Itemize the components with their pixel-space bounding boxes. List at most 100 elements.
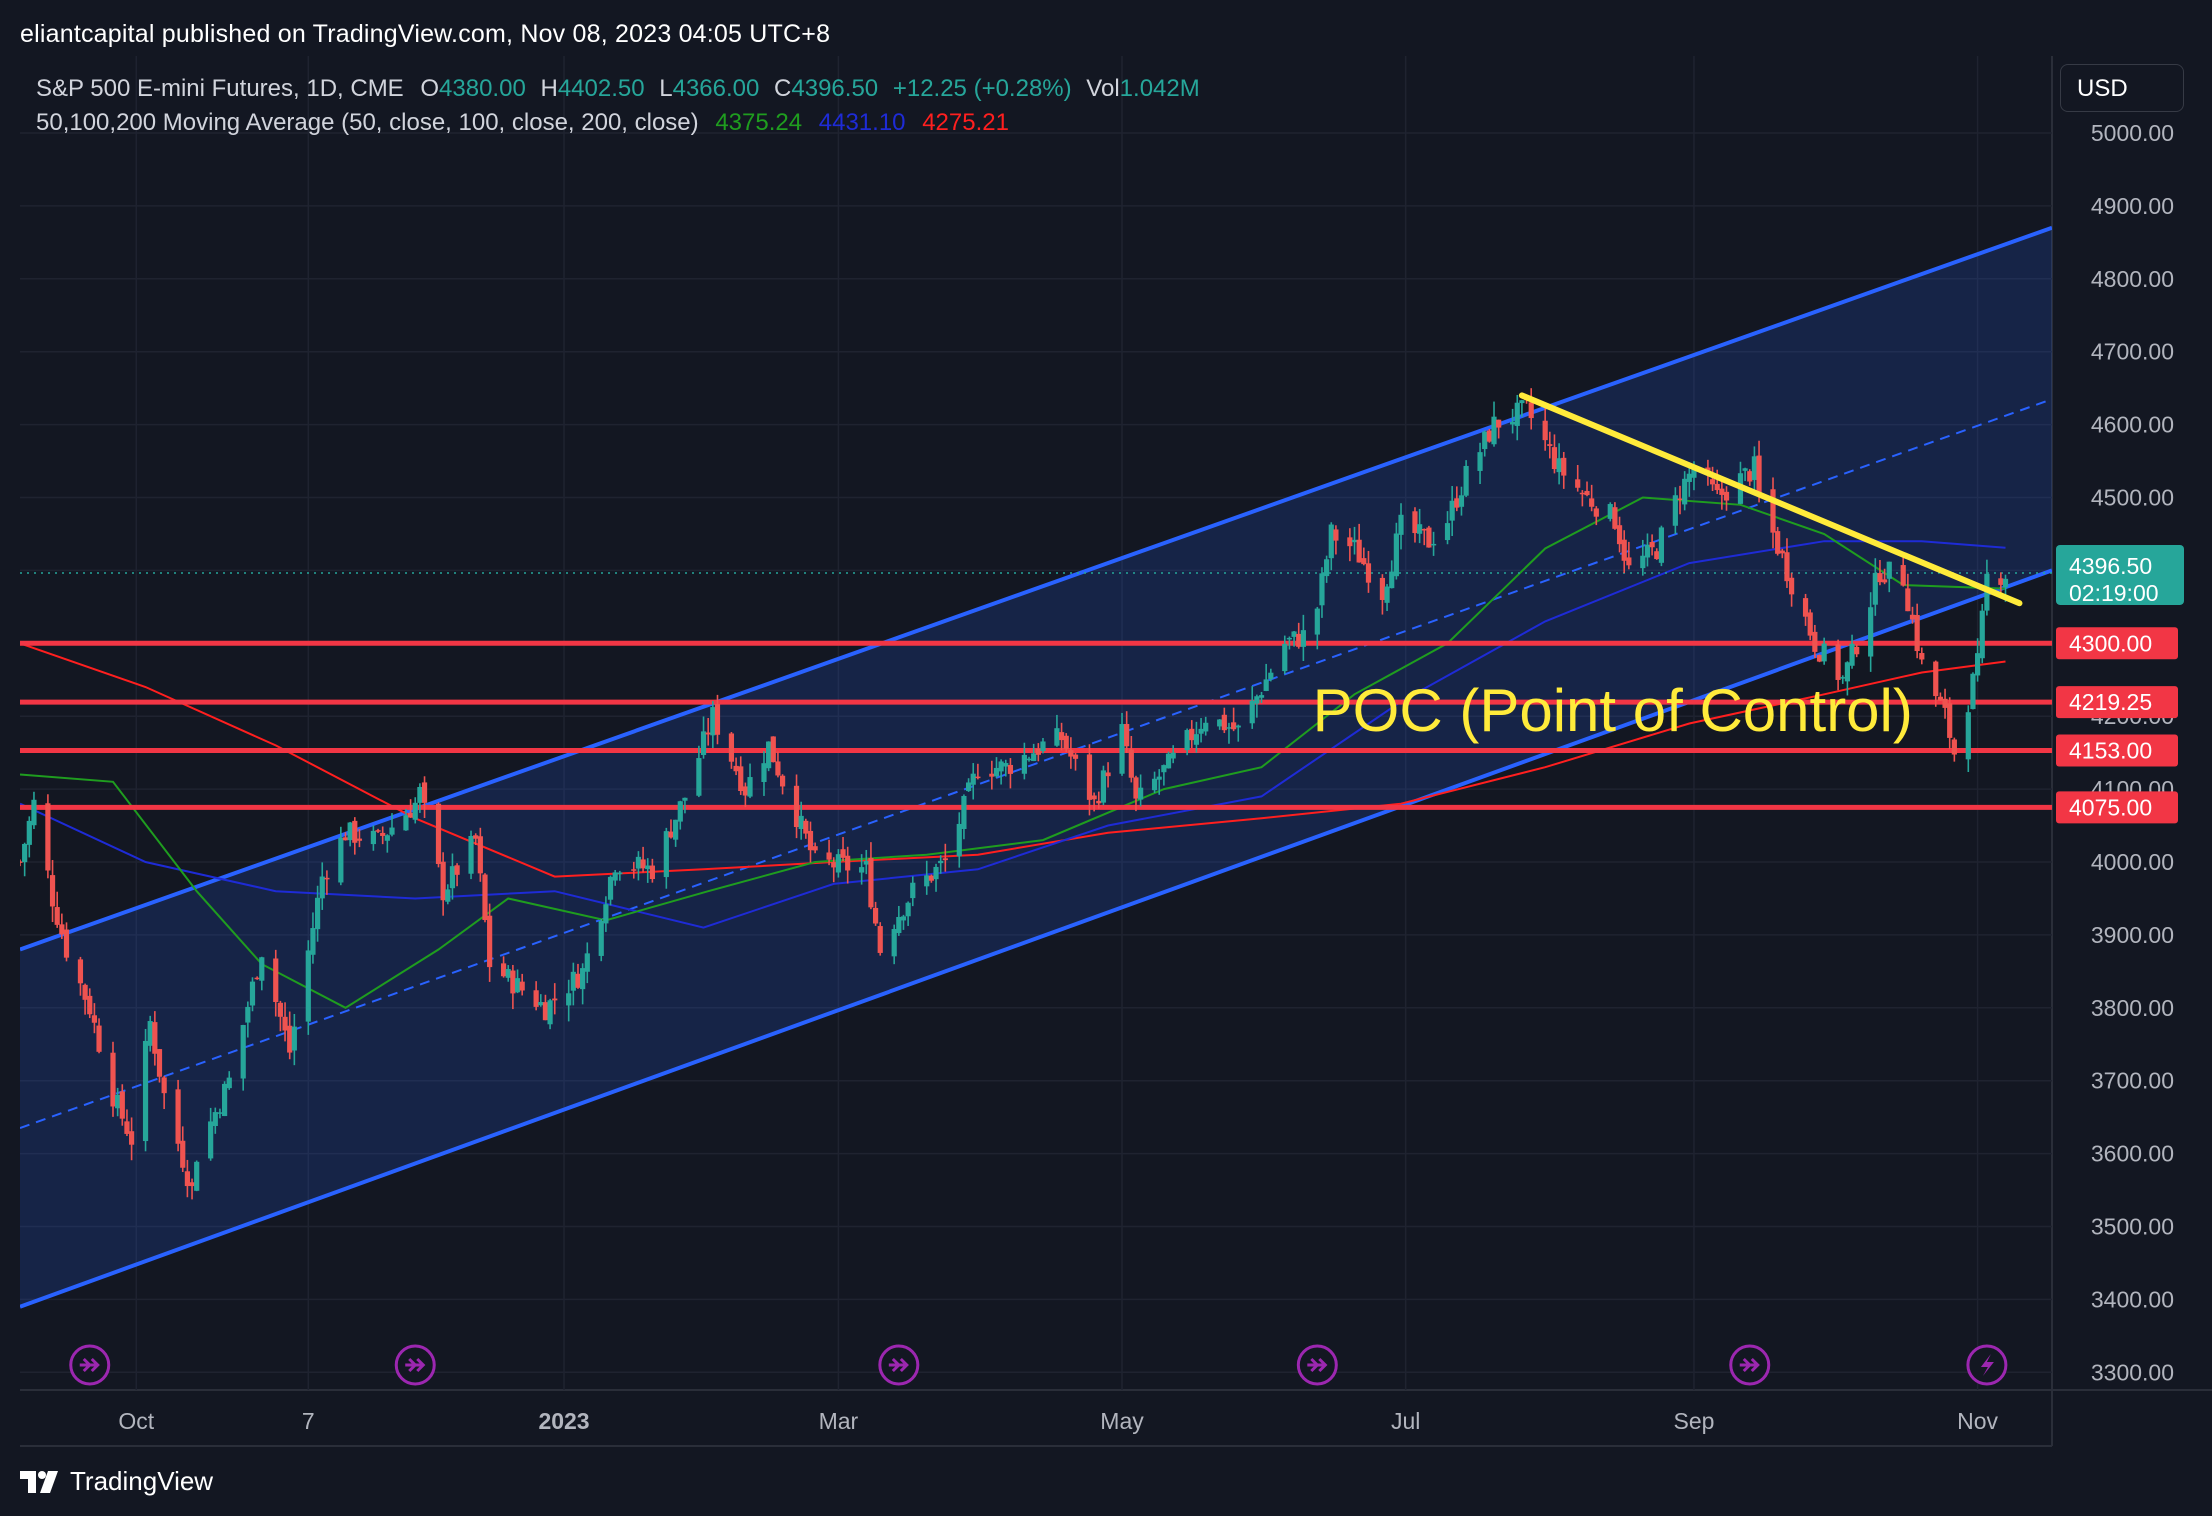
candle-body bbox=[1649, 542, 1655, 548]
candle bbox=[208, 1107, 214, 1161]
candle bbox=[445, 884, 451, 905]
candle-body bbox=[747, 777, 753, 797]
candle-body bbox=[1184, 730, 1190, 751]
level-price-tag: 4153.00 bbox=[2056, 734, 2178, 767]
candle-body bbox=[845, 855, 851, 871]
event-marker[interactable] bbox=[1966, 1344, 2008, 1386]
candle bbox=[863, 849, 869, 875]
candle bbox=[961, 794, 967, 840]
candle bbox=[1096, 791, 1102, 809]
candle bbox=[942, 843, 948, 872]
candle-body bbox=[1035, 748, 1041, 755]
x-tick-label: Nov bbox=[1957, 1408, 1998, 1434]
candle bbox=[835, 849, 841, 878]
candle bbox=[26, 816, 32, 858]
candle-body bbox=[277, 1002, 283, 1017]
candle-body bbox=[1975, 653, 1981, 676]
candle bbox=[700, 716, 707, 759]
candle bbox=[1454, 486, 1460, 512]
level-tag-label: 4219.25 bbox=[2069, 689, 2152, 715]
candle bbox=[993, 757, 1000, 778]
event-marker[interactable] bbox=[878, 1344, 920, 1386]
candle bbox=[1816, 654, 1823, 663]
candle-body bbox=[993, 767, 1000, 777]
candle-body bbox=[1286, 637, 1293, 640]
candle-body bbox=[1100, 770, 1107, 803]
candle-body bbox=[212, 1112, 218, 1127]
currency-button[interactable]: USD bbox=[2060, 64, 2184, 112]
candle-body bbox=[1979, 610, 1985, 659]
candle-body bbox=[245, 1006, 251, 1023]
candle-body bbox=[1933, 661, 1939, 697]
candle bbox=[1607, 502, 1613, 522]
candle-body bbox=[835, 854, 841, 873]
candle bbox=[487, 903, 493, 982]
candle-body bbox=[584, 953, 590, 972]
candle bbox=[1161, 764, 1167, 786]
tradingview-brand: TradingView bbox=[20, 1466, 213, 1497]
candle bbox=[663, 827, 669, 889]
x-tick-label: Oct bbox=[118, 1408, 154, 1434]
candle bbox=[31, 791, 37, 829]
candle-body bbox=[59, 924, 65, 935]
candle-body bbox=[1686, 473, 1692, 482]
candle bbox=[1189, 720, 1195, 748]
candle bbox=[1426, 525, 1432, 548]
candle-body bbox=[1607, 504, 1613, 519]
x-tick-label: Sep bbox=[1673, 1408, 1714, 1434]
candle bbox=[282, 1002, 288, 1042]
y-tick-label: 3500.00 bbox=[2091, 1214, 2174, 1240]
candle-body bbox=[184, 1171, 190, 1187]
candle bbox=[1054, 714, 1060, 747]
candle-body bbox=[896, 916, 902, 934]
candle-body bbox=[1547, 444, 1553, 446]
event-marker[interactable] bbox=[394, 1344, 436, 1386]
candle bbox=[22, 842, 28, 877]
candle-body bbox=[1877, 573, 1883, 583]
candle-body bbox=[1723, 491, 1730, 501]
event-marker[interactable] bbox=[1729, 1344, 1771, 1386]
candle-body bbox=[738, 766, 744, 791]
candle-body bbox=[412, 802, 418, 820]
candle bbox=[147, 1015, 153, 1052]
x-tick-label: 7 bbox=[302, 1408, 315, 1434]
candle-body bbox=[407, 812, 414, 818]
candle-body bbox=[389, 827, 395, 835]
x-tick-label: May bbox=[1100, 1408, 1144, 1434]
candle-body bbox=[217, 1112, 223, 1114]
candle-body bbox=[1742, 468, 1748, 471]
candle bbox=[775, 751, 781, 778]
candle-body bbox=[1324, 559, 1330, 577]
candle bbox=[1709, 466, 1716, 491]
candle-body bbox=[454, 865, 460, 875]
candle-body bbox=[473, 835, 479, 839]
candle-body bbox=[1351, 539, 1358, 543]
y-tick-label: 4800.00 bbox=[2091, 266, 2174, 292]
candle bbox=[1040, 737, 1046, 754]
event-marker[interactable] bbox=[1296, 1344, 1338, 1386]
candle bbox=[673, 819, 679, 847]
candle bbox=[1933, 660, 1939, 707]
candle-body bbox=[26, 820, 32, 845]
candle-body bbox=[440, 861, 446, 901]
candle-body bbox=[649, 865, 655, 880]
candle-body bbox=[1691, 468, 1697, 478]
candle bbox=[1026, 756, 1032, 762]
candle-body bbox=[1003, 763, 1009, 767]
candle bbox=[54, 891, 60, 928]
candle-body bbox=[840, 849, 846, 858]
candle bbox=[1124, 711, 1130, 753]
candle bbox=[342, 832, 349, 841]
candle-body bbox=[631, 869, 637, 871]
candle bbox=[519, 973, 525, 996]
event-marker[interactable] bbox=[69, 1344, 111, 1386]
candle-body bbox=[1031, 753, 1037, 762]
candle-body bbox=[552, 998, 558, 1001]
candle bbox=[1514, 394, 1520, 441]
close-value: 4396.50 bbox=[791, 75, 879, 102]
candle bbox=[1947, 697, 1953, 750]
candle-body bbox=[319, 876, 325, 899]
candle-body bbox=[1844, 662, 1851, 682]
candle-body bbox=[859, 867, 865, 873]
